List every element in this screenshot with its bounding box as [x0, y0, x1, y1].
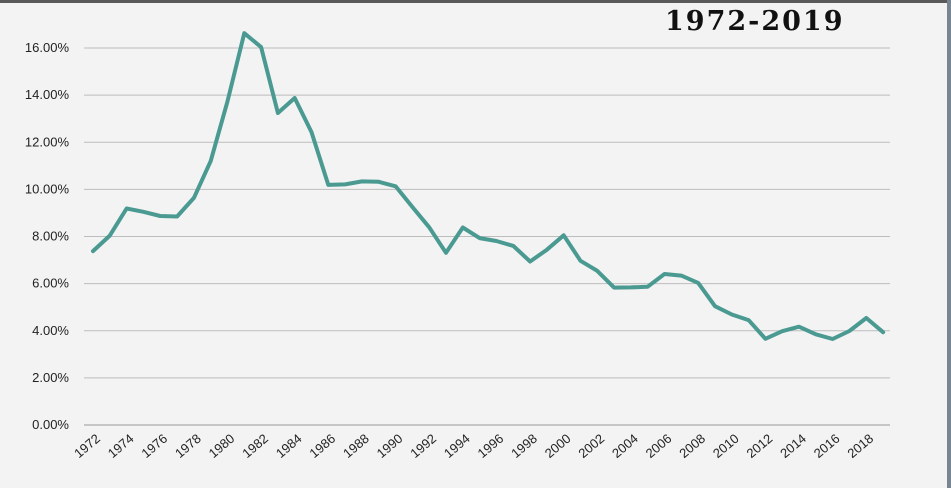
x-tick-label: 2012: [744, 431, 776, 461]
x-tick-label: 2002: [575, 431, 607, 461]
y-tick-label: 16.00%: [25, 40, 70, 55]
window-top-border: [0, 0, 951, 3]
y-tick-label: 14.00%: [25, 87, 70, 102]
window-right-border: [947, 0, 951, 488]
y-tick-label: 10.00%: [25, 181, 70, 196]
x-tick-label: 1986: [306, 431, 338, 461]
x-tick-label: 2018: [844, 431, 876, 461]
x-tick-label: 1978: [172, 431, 204, 461]
x-tick-label: 1998: [508, 431, 540, 461]
y-tick-label: 0.00%: [32, 417, 69, 432]
x-tick-label: 1988: [340, 431, 372, 461]
y-tick-label: 12.00%: [25, 134, 70, 149]
x-tick-label: 2010: [710, 431, 742, 461]
chart-title: 1972-2019: [665, 6, 845, 37]
y-axis-ticks: 0.00% 2.00% 4.00% 6.00% 8.00% 10.00% 12.00% 14.…: [25, 40, 70, 432]
x-tick-label: 1972: [71, 431, 103, 461]
series-layer: [91, 31, 886, 341]
x-tick-label: 1992: [407, 431, 439, 461]
x-tick-label: 2006: [643, 431, 675, 461]
x-tick-label: 1984: [273, 431, 305, 461]
x-tick-label: 1996: [475, 431, 507, 461]
gridlines: [84, 47, 890, 426]
y-tick-label: 8.00%: [32, 229, 69, 244]
x-tick-label: 1976: [138, 431, 170, 461]
x-tick-label: 2014: [777, 431, 809, 461]
y-tick-label: 2.00%: [32, 370, 69, 385]
x-tick-label: 2008: [676, 431, 708, 461]
series-line: [91, 31, 886, 341]
x-axis-ticks: 1972 1974 1976 1978 1980 1982 1984 1986 1988 1990…: [71, 431, 876, 461]
x-tick-label: 1994: [441, 431, 473, 461]
y-tick-label: 6.00%: [32, 276, 69, 291]
x-tick-label: 2016: [811, 431, 843, 461]
x-tick-label: 1990: [374, 431, 406, 461]
x-tick-label: 1982: [239, 431, 271, 461]
y-tick-label: 4.00%: [32, 323, 69, 338]
x-tick-label: 2004: [609, 431, 641, 461]
x-tick-label: 1980: [206, 431, 238, 461]
x-tick-label: 2000: [542, 431, 574, 461]
x-tick-label: 1974: [105, 431, 137, 461]
